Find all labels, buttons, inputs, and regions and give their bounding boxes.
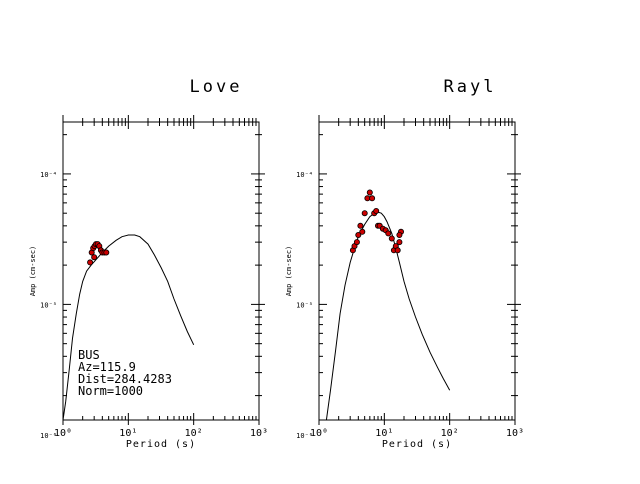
data-point	[366, 189, 373, 196]
data-point	[103, 249, 110, 256]
data-point	[87, 259, 94, 266]
station-annotation: Norm=1000	[78, 384, 143, 398]
chart-panel-1: Love 10⁰ 10¹ 10² 10³ 10⁻⁶ 10⁻⁵ 10⁻⁴ Period (s) Am…	[29, 77, 268, 450]
model-curve	[62, 234, 195, 421]
chart-title: Love	[190, 77, 243, 97]
data-point	[396, 239, 403, 246]
x-tick-label: 10⁰	[54, 428, 72, 439]
y-tick-label: 10⁻⁴	[40, 171, 57, 179]
data-point	[388, 235, 395, 242]
data-point	[361, 210, 368, 217]
plot-frame	[318, 121, 516, 421]
station-annotation: BUS	[78, 348, 100, 362]
x-axis-label: Period (s)	[126, 439, 196, 450]
y-tick-label: 10⁻⁶	[40, 432, 57, 440]
data-point	[396, 231, 403, 238]
chart-panel-2: Rayl 10⁰ 10¹ 10² 10³ 10⁻⁶ 10⁻⁵ 10⁻⁴ Period (s) Am…	[285, 77, 524, 450]
x-tick-label: 10⁰	[310, 428, 328, 439]
y-axis-label: Amp (cm-sec)	[29, 246, 37, 297]
y-axis-label: Amp (cm-sec)	[285, 246, 293, 297]
chart-title: Rayl	[444, 77, 497, 97]
data-point	[394, 247, 401, 254]
plot-frame	[62, 121, 260, 421]
x-tick-label: 10³	[250, 428, 268, 439]
data-point	[91, 254, 98, 261]
x-tick-label: 10³	[506, 428, 524, 439]
data-point	[357, 222, 364, 229]
x-tick-label: 10¹	[119, 428, 137, 439]
x-axis-label: Period (s)	[382, 439, 452, 450]
data-point	[355, 231, 362, 238]
x-tick-label: 10²	[441, 428, 459, 439]
x-tick-label: 10²	[185, 428, 203, 439]
data-point	[385, 230, 392, 237]
station-annotation: Az=115.9	[78, 360, 136, 374]
data-point	[359, 228, 366, 235]
x-tick-label: 10¹	[375, 428, 393, 439]
data-point	[369, 195, 376, 202]
y-tick-label: 10⁻⁵	[40, 301, 57, 309]
station-annotation: Dist=284.4283	[78, 372, 172, 386]
y-tick-label: 10⁻⁵	[296, 301, 313, 309]
data-point	[353, 239, 360, 246]
data-point	[373, 207, 380, 214]
y-tick-label: 10⁻⁴	[296, 171, 313, 179]
model-curve	[325, 211, 451, 421]
y-tick-label: 10⁻⁶	[296, 432, 313, 440]
